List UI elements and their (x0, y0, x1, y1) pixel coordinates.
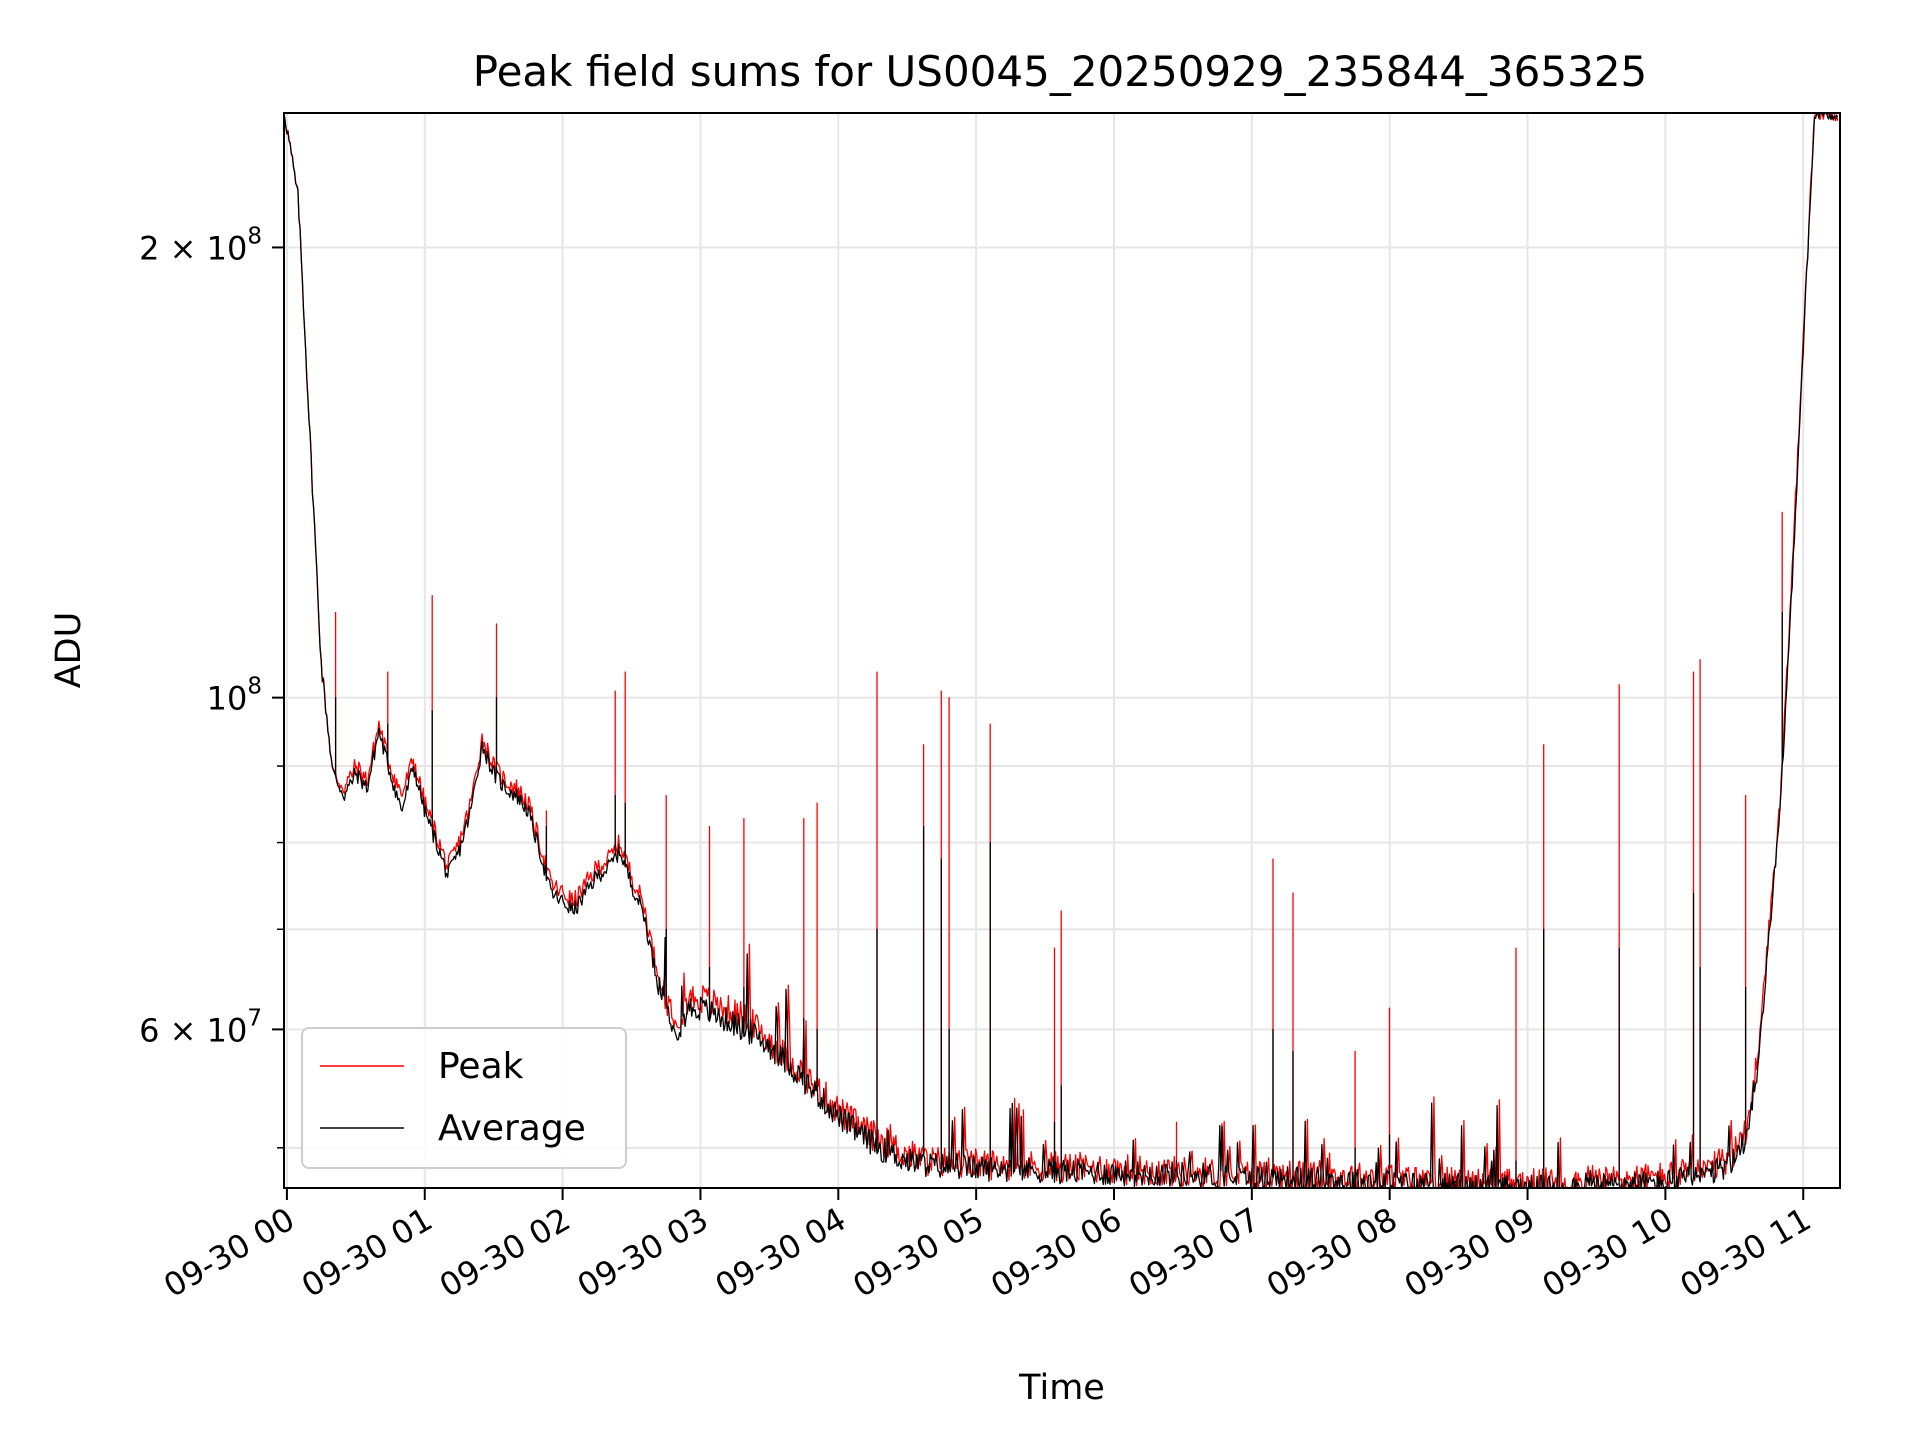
legend-average-label: Average (438, 1108, 586, 1149)
axes-frame (283, 112, 1841, 1189)
average-series-line (284, 113, 1839, 1188)
legend-box (301, 1027, 627, 1169)
y-tick-label: 108 (207, 674, 262, 718)
y-tick-label: 2 × 108 (139, 223, 262, 267)
chart-title: Peak field sums for US0045_20250929_2358… (473, 47, 1648, 96)
series-group (284, 113, 1839, 1188)
legend: Peak Average (301, 1027, 627, 1169)
y-tick-label: 6 × 107 (139, 1005, 262, 1049)
plot-area (284, 113, 1839, 1188)
y-axis-label: ADU (49, 612, 89, 689)
legend-peak-label: Peak (438, 1046, 524, 1087)
x-axis-label: Time (1018, 1368, 1105, 1408)
